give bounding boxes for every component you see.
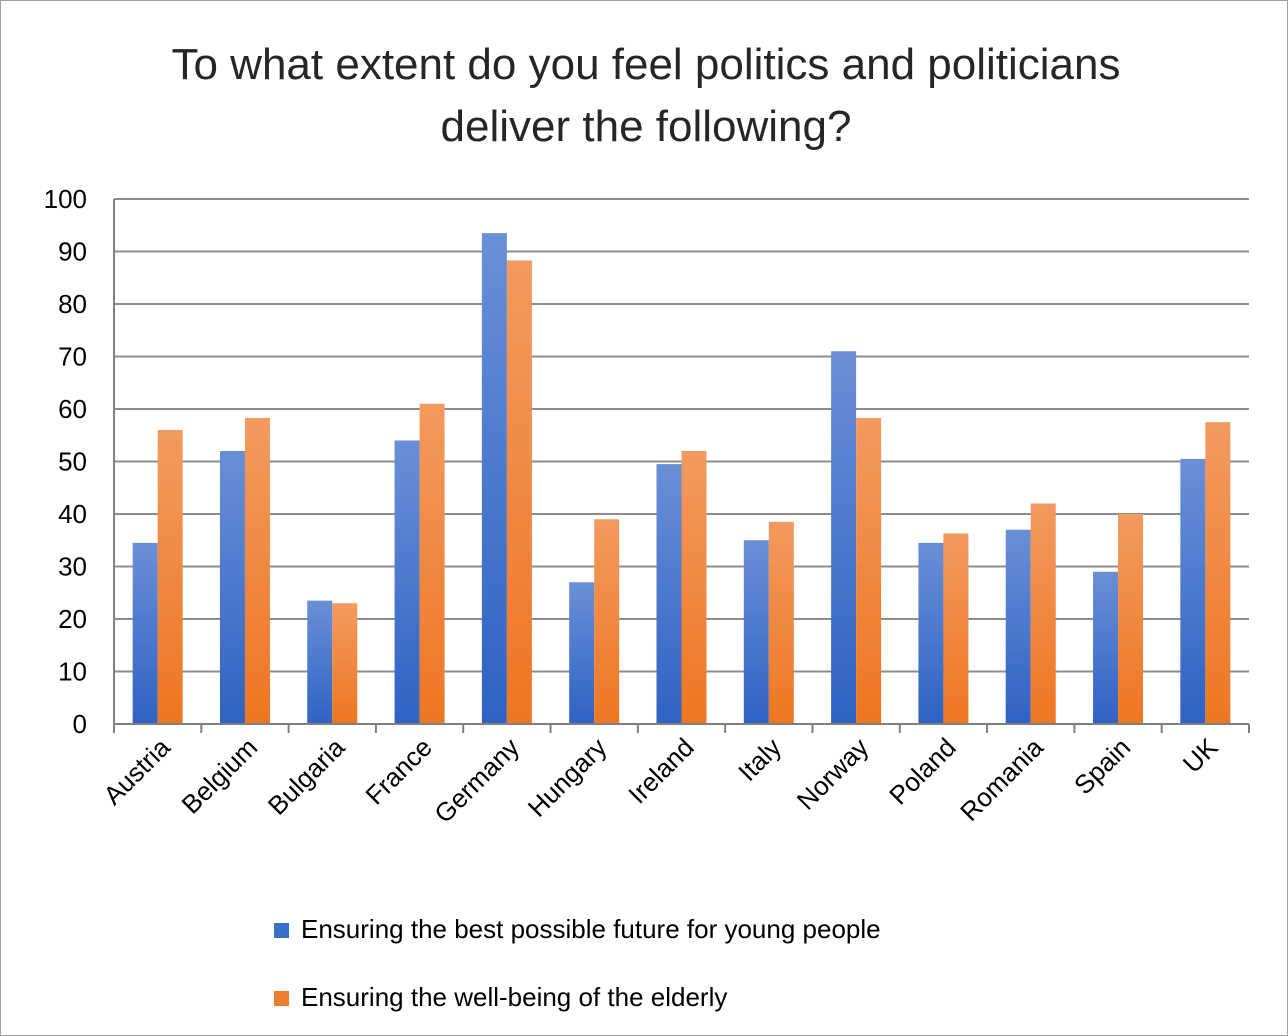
legend-swatch <box>274 991 289 1006</box>
bar-hungary-series-1 <box>569 582 595 724</box>
bar-bulgaria-series-2 <box>332 603 358 724</box>
y-tick-label: 40 <box>58 499 87 529</box>
x-tick-label: Norway <box>791 732 875 816</box>
x-tick-label: Germany <box>428 732 525 829</box>
bar-france-series-1 <box>394 440 420 724</box>
x-tick-label: Spain <box>1068 732 1136 800</box>
chart-title-line-1: To what extent do you feel politics and … <box>171 40 1120 89</box>
x-tick-label: France <box>359 732 437 810</box>
y-tick-label: 0 <box>73 709 87 739</box>
y-tick-label: 90 <box>58 237 87 267</box>
y-tick-label: 60 <box>58 394 87 424</box>
bar-norway-series-2 <box>856 417 882 724</box>
bar-ireland-series-2 <box>681 451 707 724</box>
bar-austria-series-2 <box>157 430 183 724</box>
x-tick-label: Italy <box>732 732 787 787</box>
bar-uk-series-2 <box>1205 422 1231 724</box>
bar-hungary-series-2 <box>594 519 620 724</box>
bar-belgium-series-2 <box>244 417 270 724</box>
bar-austria-series-1 <box>132 542 158 724</box>
y-tick-label: 80 <box>58 289 87 319</box>
chart-title-line-2: deliver the following? <box>441 102 852 151</box>
y-tick-label: 10 <box>58 657 87 687</box>
x-tick-label: Romania <box>954 732 1049 827</box>
x-tick-label: Bulgaria <box>262 732 351 821</box>
x-tick-label: Ireland <box>622 732 699 809</box>
bar-spain-series-2 <box>1118 514 1144 724</box>
legend-label: Ensuring the best possible future for yo… <box>301 914 881 944</box>
y-tick-label: 20 <box>58 604 87 634</box>
bar-italy-series-1 <box>743 540 769 724</box>
bar-belgium-series-1 <box>219 451 245 724</box>
x-tick-label: Austria <box>97 732 176 811</box>
bar-germany-series-2 <box>506 260 532 724</box>
axes <box>113 199 1250 733</box>
y-tick-label: 70 <box>58 342 87 372</box>
bar-germany-series-1 <box>481 233 507 724</box>
x-tick-label: Hungary <box>522 732 613 823</box>
bar-bulgaria-series-1 <box>307 600 333 724</box>
y-tick-labels: 0 10 20 30 40 50 60 70 80 90 100 <box>44 184 87 739</box>
x-tick-label: Poland <box>883 732 961 810</box>
bar-ireland-series-1 <box>656 464 682 724</box>
bar-norway-series-1 <box>831 351 857 724</box>
bar-france-series-2 <box>419 403 445 724</box>
y-tick-label: 30 <box>58 552 87 582</box>
legend-label: Ensuring the well-being of the elderly <box>301 982 727 1012</box>
x-tick-label: UK <box>1177 732 1224 779</box>
x-tick-label: Belgium <box>176 732 264 820</box>
bar-spain-series-1 <box>1093 571 1119 724</box>
bar-poland-series-1 <box>918 542 944 724</box>
bar-romania-series-1 <box>1005 529 1031 724</box>
bar-uk-series-1 <box>1180 458 1206 724</box>
y-tick-label: 50 <box>58 447 87 477</box>
bar-poland-series-2 <box>943 533 969 724</box>
legend-swatch <box>274 923 289 938</box>
bar-italy-series-2 <box>768 521 794 724</box>
legend: Ensuring the best possible future for yo… <box>274 914 881 1012</box>
bar-romania-series-2 <box>1030 503 1056 724</box>
y-tick-label: 100 <box>44 184 87 214</box>
bars-group <box>132 233 1231 724</box>
